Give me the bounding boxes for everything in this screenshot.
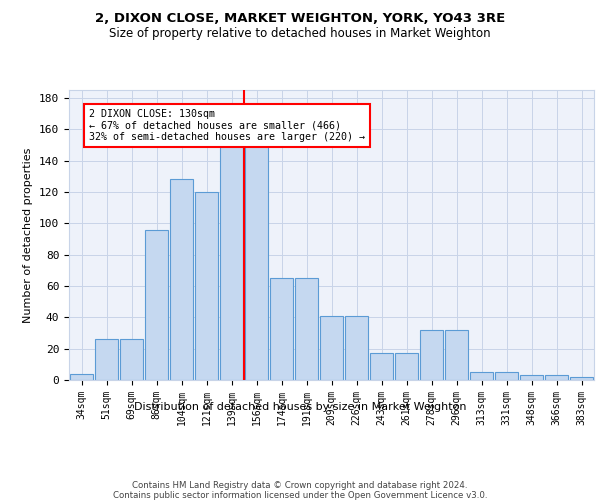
Bar [470,372,493,380]
Text: 2, DIXON CLOSE, MARKET WEIGHTON, YORK, YO43 3RE: 2, DIXON CLOSE, MARKET WEIGHTON, YORK, Y… [95,12,505,26]
Bar [569,377,593,380]
Text: 2 DIXON CLOSE: 130sqm
← 67% of detached houses are smaller (466)
32% of semi-det: 2 DIXON CLOSE: 130sqm ← 67% of detached … [89,109,365,142]
Bar [370,354,394,380]
Bar [145,230,169,380]
Bar [245,142,268,380]
Bar [119,339,143,380]
Text: Contains public sector information licensed under the Open Government Licence v3: Contains public sector information licen… [113,491,487,500]
Bar [419,330,443,380]
Bar [95,339,118,380]
Text: Size of property relative to detached houses in Market Weighton: Size of property relative to detached ho… [109,28,491,40]
Bar [445,330,469,380]
Bar [170,180,193,380]
Bar [70,374,94,380]
Bar [320,316,343,380]
Bar [269,278,293,380]
Text: Contains HM Land Registry data © Crown copyright and database right 2024.: Contains HM Land Registry data © Crown c… [132,481,468,490]
Text: Distribution of detached houses by size in Market Weighton: Distribution of detached houses by size … [134,402,466,412]
Bar [295,278,319,380]
Bar [194,192,218,380]
Bar [520,376,544,380]
Bar [344,316,368,380]
Bar [545,376,568,380]
Bar [220,142,244,380]
Bar [395,354,418,380]
Bar [494,372,518,380]
Y-axis label: Number of detached properties: Number of detached properties [23,148,34,322]
